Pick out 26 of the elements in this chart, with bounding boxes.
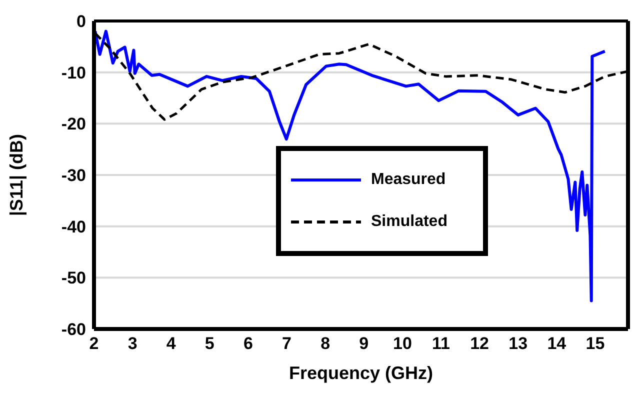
x-tick-label: 15: [586, 334, 605, 354]
x-tick-label: 5: [204, 334, 214, 354]
x-tick-label: 9: [359, 334, 369, 354]
x-axis-title: Frequency (GHz): [288, 363, 434, 383]
x-tick-label: 14: [547, 334, 567, 354]
y-tick-label: -10: [61, 63, 86, 82]
x-tick-label: 2: [89, 334, 99, 354]
y-tick-label: -30: [61, 166, 86, 186]
y-tick-label: -60: [61, 320, 86, 340]
y-tick-label: -40: [61, 217, 86, 236]
y-axis-title: |S11| (dB): [6, 134, 26, 216]
x-tick-label: 10: [392, 334, 412, 354]
legend-label: Measured: [371, 171, 446, 189]
y-tick-label: 0: [76, 12, 86, 32]
x-tick-label: 8: [320, 334, 330, 354]
legend-label: Simulated: [371, 213, 448, 231]
line-series: [94, 30, 606, 302]
x-tick-label: 4: [166, 334, 176, 354]
y-tick-label: -20: [61, 114, 86, 134]
x-tick-label: 3: [128, 334, 138, 354]
y-tick-label: -50: [61, 268, 86, 288]
x-tick-label: 6: [243, 334, 253, 354]
x-tick-label: 7: [282, 334, 292, 354]
x-tick-label: 13: [508, 334, 528, 354]
x-tick-label: 11: [432, 334, 450, 354]
x-tick-label: 12: [470, 334, 490, 354]
